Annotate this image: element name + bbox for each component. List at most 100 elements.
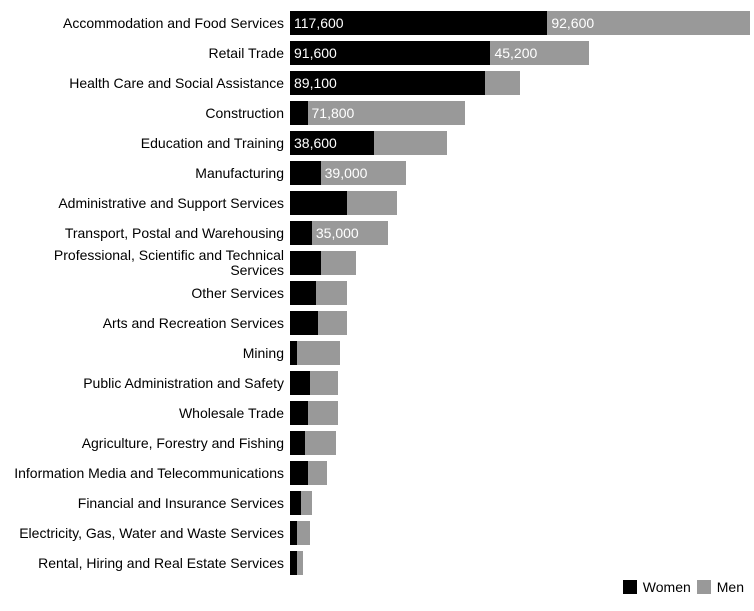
chart-row: Public Administration and Safety — [0, 368, 754, 398]
bar-men — [305, 431, 336, 455]
value-label-women: 38,600 — [290, 135, 337, 151]
chart-row: Construction 71,800 — [0, 98, 754, 128]
bar-women: 38,600 — [290, 131, 374, 155]
bar-women — [290, 311, 318, 335]
category-label: Professional, Scientific and Technical S… — [0, 248, 290, 277]
value-label-men: 39,000 — [321, 165, 368, 181]
bar-women — [290, 161, 321, 185]
bar-group — [290, 491, 754, 515]
value-label-men: 92,600 — [547, 15, 594, 31]
category-label: Health Care and Social Assistance — [0, 76, 290, 91]
bar-group: 39,000 — [290, 161, 754, 185]
bar-men — [308, 401, 339, 425]
bar-group — [290, 281, 754, 305]
chart-row: Administrative and Support Services — [0, 188, 754, 218]
bar-men — [310, 371, 338, 395]
bar-women — [290, 371, 310, 395]
chart-row: Arts and Recreation Services — [0, 308, 754, 338]
bar-men — [308, 461, 328, 485]
chart-row: Education and Training38,600 — [0, 128, 754, 158]
bar-women — [290, 251, 321, 275]
chart-row: Mining — [0, 338, 754, 368]
chart-row: Transport, Postal and Warehousing 35,000 — [0, 218, 754, 248]
bar-women — [290, 461, 308, 485]
bar-group — [290, 251, 754, 275]
bar-group: 71,800 — [290, 101, 754, 125]
bar-men — [347, 191, 397, 215]
value-label-men: 35,000 — [312, 225, 359, 241]
bar-group: 117,60092,600 — [290, 11, 754, 35]
legend: Women Men — [623, 579, 744, 595]
category-label: Electricity, Gas, Water and Waste Servic… — [0, 526, 290, 541]
bar-men — [374, 131, 446, 155]
bar-group: 35,000 — [290, 221, 754, 245]
bar-group — [290, 341, 754, 365]
category-label: Administrative and Support Services — [0, 196, 290, 211]
category-label: Information Media and Telecommunications — [0, 466, 290, 481]
category-label: Other Services — [0, 286, 290, 301]
bar-men — [301, 491, 312, 515]
bar-group — [290, 461, 754, 485]
bar-men: 92,600 — [547, 11, 750, 35]
category-label: Mining — [0, 346, 290, 361]
bar-group — [290, 311, 754, 335]
bar-men — [297, 551, 304, 575]
chart-row: Professional, Scientific and Technical S… — [0, 248, 754, 278]
chart-row: Financial and Insurance Services — [0, 488, 754, 518]
bar-women: 117,600 — [290, 11, 547, 35]
bar-men — [485, 71, 520, 95]
category-label: Arts and Recreation Services — [0, 316, 290, 331]
bar-men — [321, 251, 356, 275]
bar-women — [290, 221, 312, 245]
bar-group: 89,100 — [290, 71, 754, 95]
chart-row: Electricity, Gas, Water and Waste Servic… — [0, 518, 754, 548]
bar-group — [290, 401, 754, 425]
category-label: Accommodation and Food Services — [0, 16, 290, 31]
bar-men — [316, 281, 347, 305]
category-label: Manufacturing — [0, 166, 290, 181]
value-label-women: 91,600 — [290, 45, 337, 61]
legend-label-men: Men — [717, 579, 744, 595]
bar-women: 91,600 — [290, 41, 490, 65]
bar-women — [290, 281, 316, 305]
category-label: Retail Trade — [0, 46, 290, 61]
chart-row: Other Services — [0, 278, 754, 308]
legend-label-women: Women — [643, 579, 691, 595]
category-label: Financial and Insurance Services — [0, 496, 290, 511]
chart-row: Information Media and Telecommunications — [0, 458, 754, 488]
chart-row: Health Care and Social Assistance89,100 — [0, 68, 754, 98]
bar-men — [297, 341, 341, 365]
bar-women — [290, 401, 308, 425]
bar-men — [297, 521, 310, 545]
chart-row: Accommodation and Food Services117,60092… — [0, 8, 754, 38]
bar-men: 35,000 — [312, 221, 389, 245]
category-label: Public Administration and Safety — [0, 376, 290, 391]
category-label: Agriculture, Forestry and Fishing — [0, 436, 290, 451]
category-label: Rental, Hiring and Real Estate Services — [0, 556, 290, 571]
stacked-bar-chart: Accommodation and Food Services117,60092… — [0, 8, 754, 578]
bar-group — [290, 551, 754, 575]
category-label: Transport, Postal and Warehousing — [0, 226, 290, 241]
chart-row: Retail Trade91,600 45,200 — [0, 38, 754, 68]
bar-women — [290, 191, 347, 215]
bar-group — [290, 191, 754, 215]
category-label: Wholesale Trade — [0, 406, 290, 421]
bar-women — [290, 491, 301, 515]
value-label-men: 45,200 — [490, 45, 537, 61]
value-label-women: 89,100 — [290, 75, 337, 91]
category-label: Education and Training — [0, 136, 290, 151]
bar-women — [290, 431, 305, 455]
category-label: Construction — [0, 106, 290, 121]
bar-men: 45,200 — [490, 41, 589, 65]
bar-men: 71,800 — [308, 101, 465, 125]
bar-group — [290, 371, 754, 395]
bar-women: 89,100 — [290, 71, 485, 95]
chart-row: Manufacturing 39,000 — [0, 158, 754, 188]
bar-men — [318, 311, 346, 335]
bar-men: 39,000 — [321, 161, 406, 185]
bar-women — [290, 101, 308, 125]
bar-group — [290, 521, 754, 545]
bar-group — [290, 431, 754, 455]
chart-row: Agriculture, Forestry and Fishing — [0, 428, 754, 458]
legend-swatch-women — [623, 580, 637, 594]
